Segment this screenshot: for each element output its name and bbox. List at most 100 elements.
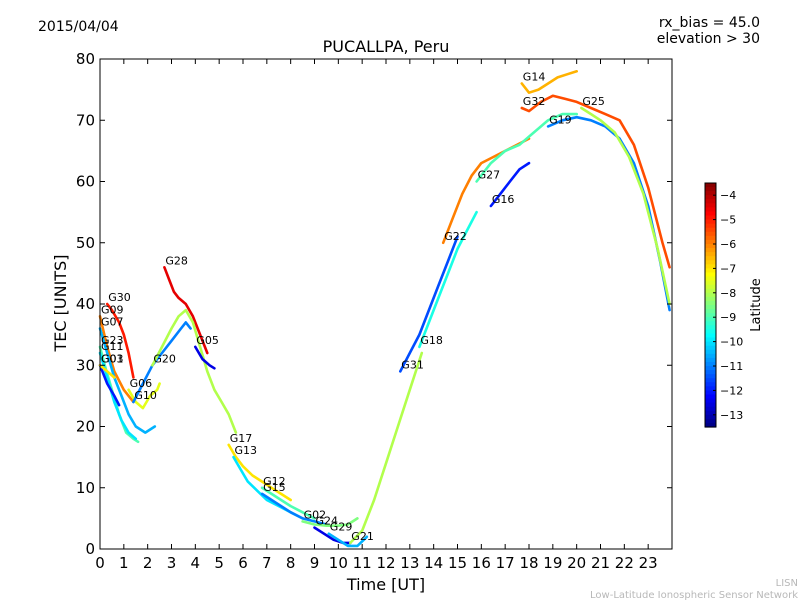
series-line-g11 <box>98 351 138 441</box>
colorbar-segment <box>705 239 716 245</box>
footer-network: Low-Latitude Ionospheric Sensor Network <box>590 590 798 600</box>
x-tick-label: 15 <box>448 554 467 572</box>
colorbar-segment <box>705 272 716 278</box>
colorbar-segment <box>705 215 716 221</box>
series-label-g09: G09 <box>101 303 124 316</box>
series-label-g05: G05 <box>196 334 219 347</box>
colorbar-segment <box>705 394 716 400</box>
colorbar-segment <box>705 191 716 196</box>
colorbar-segment <box>705 337 716 343</box>
series-label-g27: G27 <box>478 169 501 182</box>
series-label-g03: G03 <box>101 352 124 365</box>
series-label-g14: G14 <box>523 71 546 84</box>
colorbar-segment <box>705 207 716 213</box>
series-label-g30: G30 <box>108 291 131 304</box>
colorbar-segment <box>705 410 716 416</box>
colorbar-segment <box>705 357 716 363</box>
x-tick-label: 7 <box>262 554 272 572</box>
series-line-g27 <box>475 112 579 183</box>
colorbar-segment <box>705 333 716 339</box>
colorbar-segment <box>705 402 716 408</box>
colorbar-segment <box>705 268 716 274</box>
colorbar-segment <box>705 276 716 282</box>
colorbar-segment <box>705 313 716 318</box>
colorbar-segment <box>705 223 716 229</box>
colorbar-tick-label: −12 <box>720 384 743 397</box>
x-tick-label: 21 <box>591 554 610 572</box>
y-tick-label: 80 <box>76 50 95 68</box>
series-line-g15 <box>260 492 328 526</box>
colorbar-segment <box>705 300 716 306</box>
colorbar-segment <box>705 252 716 257</box>
footer-lisn: LISN <box>776 578 798 589</box>
x-tick-label: 8 <box>286 554 296 572</box>
series-label-g29: G29 <box>330 521 353 534</box>
y-tick-label: 10 <box>76 479 95 497</box>
x-tick-label: 17 <box>496 554 515 572</box>
series-line-g09 <box>98 314 135 404</box>
colorbar-tick-label: −4 <box>720 189 736 202</box>
series-label-g15: G15 <box>263 481 286 494</box>
colorbar-segment <box>705 382 716 387</box>
colorbar-tick-label: −9 <box>720 311 736 324</box>
x-tick-label: 1 <box>119 554 129 572</box>
colorbar-segment <box>705 248 716 253</box>
series-label-g28: G28 <box>165 254 188 267</box>
series-label-g31: G31 <box>401 358 424 371</box>
series-line-g20 <box>151 308 238 434</box>
series-label-g11: G11 <box>101 340 124 353</box>
series-line-g05 <box>194 345 216 370</box>
colorbar-segment <box>705 321 716 326</box>
series-label-g22: G22 <box>444 230 467 243</box>
x-tick-label: 0 <box>95 554 105 572</box>
colorbar-segment <box>705 353 716 359</box>
x-tick-label: 10 <box>329 554 348 572</box>
series-line-g29 <box>327 532 369 548</box>
series-label-g12: G12 <box>263 475 286 488</box>
colorbar-tick-label: −10 <box>720 336 743 349</box>
series-label-g07: G07 <box>101 316 124 329</box>
colorbar-segment <box>705 260 716 265</box>
x-tick-label: 5 <box>214 554 224 572</box>
x-tick-label: 22 <box>615 554 634 572</box>
colorbar-segment <box>705 292 716 298</box>
series-layer <box>98 70 671 548</box>
colorbar-segment <box>705 203 716 208</box>
series-line-g14 <box>520 70 579 94</box>
series-line-g17 <box>227 443 293 502</box>
y-tick-label: 30 <box>76 356 95 374</box>
series-label-g24: G24 <box>316 515 339 528</box>
series-line-g03 <box>98 363 121 407</box>
series-label-g17: G17 <box>230 432 253 445</box>
x-tick-label: 2 <box>143 554 153 572</box>
colorbar-label: Latitude <box>749 278 764 332</box>
series-label-g20: G20 <box>153 352 176 365</box>
series-label-g01: G01 <box>101 352 124 365</box>
series-line-g02 <box>301 517 359 528</box>
series-label-g18: G18 <box>420 334 443 347</box>
series-line-g12 <box>260 486 316 520</box>
colorbar-tick-label: −13 <box>720 409 743 422</box>
series-label-g25: G25 <box>582 95 605 108</box>
colorbar-segment <box>705 187 716 192</box>
colorbar-segment <box>705 325 716 330</box>
colorbar-segment <box>705 231 716 237</box>
colorbar-segment <box>705 199 716 204</box>
series-line-g30 <box>105 302 135 379</box>
x-tick-label: 11 <box>353 554 372 572</box>
series-line-g32 <box>520 94 671 269</box>
elevation-label: elevation > 30 <box>657 31 760 47</box>
colorbar-tick-label: −11 <box>720 360 743 373</box>
colorbar-segment <box>705 244 716 249</box>
series-line-g01 <box>98 363 116 379</box>
colorbar-frame <box>704 182 717 428</box>
series-label-g13: G13 <box>235 444 258 457</box>
colorbar-segment <box>705 378 716 383</box>
x-tick-label: 13 <box>400 554 419 572</box>
series-label-g16: G16 <box>492 193 515 206</box>
rx-bias-label: rx_bias = 45.0 <box>659 15 760 31</box>
colorbar-segment <box>705 183 716 188</box>
colorbar-segment <box>705 305 716 310</box>
series-line-g10 <box>132 321 192 404</box>
